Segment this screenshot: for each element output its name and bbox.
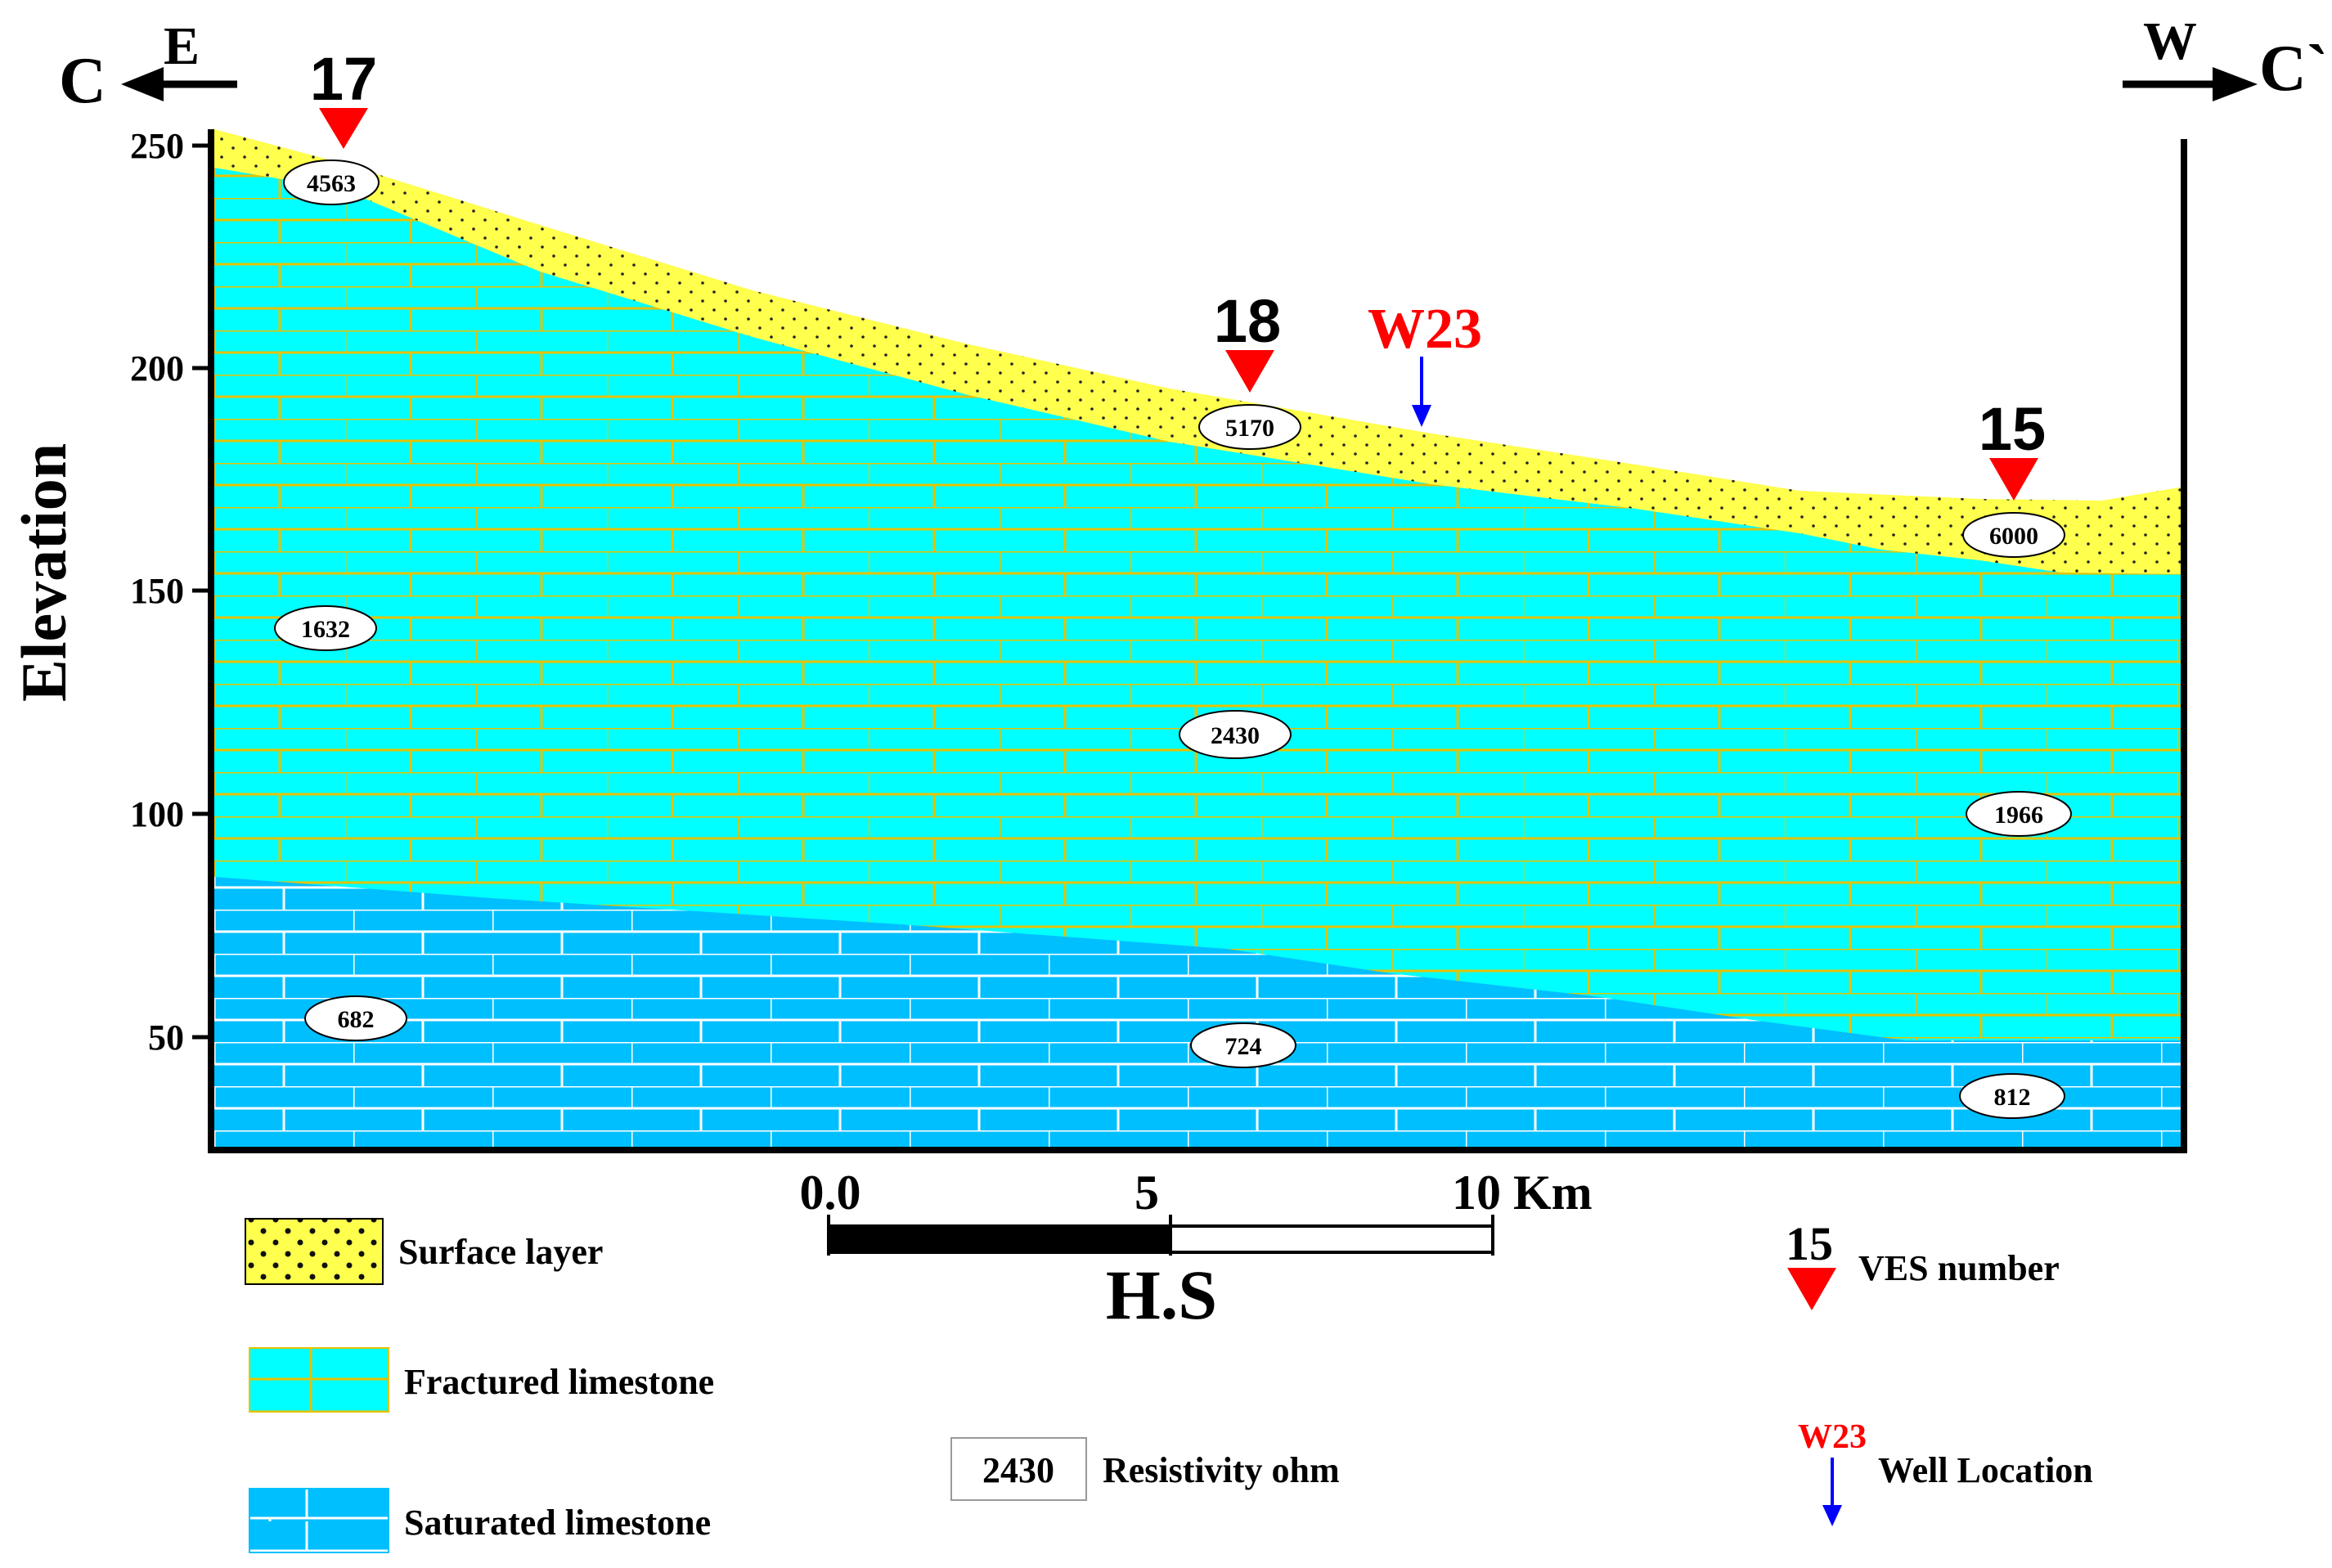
section-end-letter: C` — [2259, 33, 2328, 105]
resistivity-value: 5170 — [1225, 415, 1274, 442]
ves-15-label: 15 — [1979, 395, 2046, 463]
legend-fractured-label: Fractured limestone — [404, 1362, 714, 1402]
legend-surface-label: Surface layer — [398, 1232, 603, 1272]
legend-ves-marker-icon — [1787, 1268, 1836, 1310]
legend-fractured-swatch — [249, 1347, 389, 1413]
fractured-limestone-layer — [214, 168, 2184, 1145]
resistivity-value: 6000 — [1989, 523, 2038, 550]
resistivity-value: 682 — [338, 1006, 375, 1033]
legend-resistivity-box — [950, 1437, 1087, 1501]
legend-ves-sample: 15 — [1786, 1217, 1833, 1270]
y-axis-ticks — [192, 143, 211, 1040]
ytick-label: 250 — [130, 126, 184, 166]
resistivity-ellipse — [1198, 404, 1301, 450]
ves-15-marker-icon — [1989, 458, 2038, 501]
resistivity-ellipse — [1966, 791, 2072, 837]
resistivity-ellipse — [304, 995, 407, 1041]
legend: Surface layer Fractured limestone Satura… — [245, 1217, 2093, 1553]
legend-surface-swatch — [245, 1218, 384, 1285]
ytick-label: 100 — [130, 794, 184, 834]
legend-saturated-label: Saturated limestone — [404, 1503, 711, 1543]
resistivity-ellipse — [1959, 1073, 2065, 1119]
resistivity-value: 1632 — [301, 616, 350, 643]
scale-bar: 0.0 5 10 Km H.S — [800, 1166, 1593, 1334]
saturated-limestone-layer — [214, 877, 2184, 1149]
y-axis-tick-labels: 250 200 150 100 50 — [130, 126, 184, 1058]
legend-saturated-swatch — [249, 1488, 389, 1553]
legend-resistivity-label: Resistivity ohm — [1103, 1450, 1340, 1490]
resistivity-value: 1966 — [1994, 802, 2043, 829]
resistivity-ellipse — [1190, 1022, 1296, 1068]
resistivity-value: 4563 — [307, 170, 356, 197]
east-arrow-icon — [121, 67, 237, 101]
legend-resistivity-sample: 2430 — [982, 1450, 1054, 1490]
legend-well-arrowhead-icon — [1822, 1505, 1842, 1526]
resistivity-value: 812 — [1994, 1084, 2031, 1111]
ves-17-label: 17 — [310, 45, 377, 113]
west-arrow-icon — [2123, 67, 2258, 101]
section-start-letter: C — [59, 45, 106, 117]
well-w23-label: W23 — [1368, 298, 1482, 361]
legend-well-label: Well Location — [1878, 1450, 2093, 1490]
west-direction-label: W — [2143, 11, 2197, 71]
resistivity-ellipse — [1962, 512, 2065, 558]
well-arrow-icon — [1412, 357, 1431, 427]
resistivity-ellipse — [274, 605, 377, 651]
ytick-label: 150 — [130, 571, 184, 611]
ytick-label: 200 — [130, 348, 184, 389]
y-axis-title: Elevation — [8, 443, 79, 702]
scale-caption: H.S — [1106, 1256, 1217, 1334]
scale-start-label: 0.0 — [800, 1166, 861, 1220]
scale-mid-label: 5 — [1135, 1166, 1159, 1220]
legend-ves-label: VES number — [1858, 1248, 2060, 1288]
resistivity-ellipse — [1179, 710, 1292, 759]
ves-18-label: 18 — [1214, 287, 1281, 355]
scale-end-label: 10 Km — [1452, 1166, 1593, 1220]
resistivity-ellipse — [283, 159, 380, 205]
legend-well-sample: W23 — [1798, 1418, 1867, 1456]
resistivity-value: 724 — [1225, 1033, 1262, 1060]
ytick-label: 50 — [148, 1018, 184, 1058]
resistivity-value: 2430 — [1211, 722, 1260, 749]
ves-18-marker-icon — [1225, 350, 1274, 393]
east-direction-label: E — [164, 16, 200, 76]
ves-17-marker-icon — [319, 108, 368, 149]
